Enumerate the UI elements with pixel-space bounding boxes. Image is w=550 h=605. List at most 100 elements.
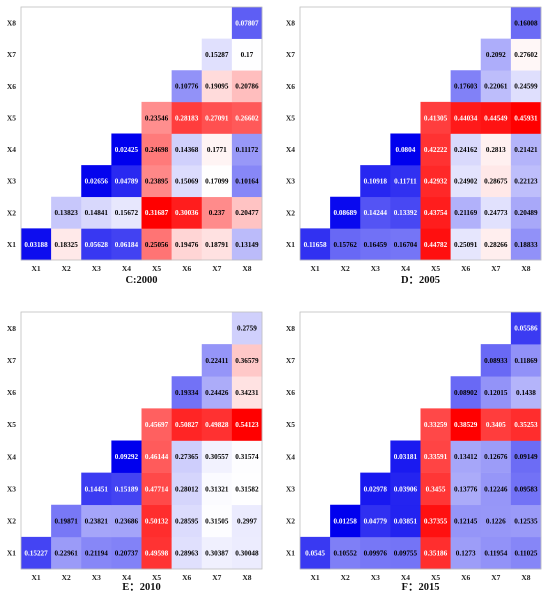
cell-value-label: 0.2813 — [486, 146, 506, 154]
cell-value-label: 0.09149 — [514, 453, 538, 461]
x-tick-label: X2 — [62, 264, 71, 273]
x-tick-label: X2 — [341, 264, 350, 273]
x-tick-label: X5 — [152, 573, 161, 582]
cell-value-label: 0.15227 — [24, 550, 48, 558]
y-tick-label: X1 — [286, 549, 295, 558]
cell-value-label: 0.12676 — [484, 453, 508, 461]
cell-value-label: 0.12535 — [514, 517, 538, 525]
cell-value-label: 0.12015 — [484, 389, 508, 397]
x-tick-label: X8 — [521, 264, 530, 273]
cell-value-label: 0.41305 — [424, 114, 448, 122]
cell-value-label: 0.10164 — [235, 178, 259, 186]
cell-value-label: 0.17099 — [205, 178, 229, 186]
y-tick-label: X3 — [286, 177, 295, 186]
y-tick-label: X6 — [286, 388, 295, 397]
heatmap-panel-e: 0.15227 0.22961 0.21194 0.20737 0.49598 0.289… — [7, 312, 262, 593]
cell-value-label: 0.16008 — [514, 19, 538, 27]
cell-value-label: 0.23686 — [115, 517, 139, 525]
cell-value-label: 0.03188 — [24, 241, 48, 249]
x-tick-label: X3 — [92, 264, 101, 273]
y-tick-label: X2 — [7, 208, 16, 217]
cell-value-label: 0.07807 — [235, 19, 259, 27]
cell-value-label: 0.28675 — [484, 178, 508, 186]
cell-value-label: 0.28012 — [175, 485, 199, 493]
cell-value-label: 0.0804 — [396, 146, 416, 154]
cell-value-label: 0.27602 — [514, 51, 538, 59]
cell-value-label: 0.16704 — [394, 241, 418, 249]
y-tick-label: X8 — [7, 19, 16, 28]
cell-value-label: 0.36579 — [235, 357, 259, 365]
x-tick-label: X1 — [31, 264, 40, 273]
cell-value-label: 0.47714 — [145, 485, 169, 493]
y-tick-label: X2 — [286, 517, 295, 526]
y-tick-label: X8 — [7, 324, 16, 333]
cell-value-label: 0.10552 — [334, 550, 358, 558]
cell-value-label: 0.11954 — [484, 550, 507, 558]
heatmap-panel-d: 0.11658 0.15762 0.16459 0.16704 0.44782 0.250… — [286, 7, 541, 286]
cell-value-label: 0.45697 — [145, 421, 169, 429]
cell-value-label: 0.11869 — [514, 357, 537, 365]
cell-value-label: 0.42222 — [424, 146, 448, 154]
cell-value-label: 0.35253 — [514, 421, 538, 429]
cell-value-label: 0.02978 — [364, 485, 388, 493]
x-tick-label: X5 — [431, 264, 440, 273]
cell-value-label: 0.1771 — [207, 146, 227, 154]
y-tick-label: X1 — [7, 549, 16, 558]
y-tick-label: X2 — [7, 517, 16, 526]
cell-value-label: 0.3455 — [426, 485, 446, 493]
cell-value-label: 0.09976 — [364, 550, 388, 558]
y-tick-label: X7 — [286, 50, 295, 59]
cell-value-label: 0.10918 — [364, 178, 388, 186]
cell-value-label: 0.28266 — [484, 241, 508, 249]
x-tick-label: X7 — [212, 573, 221, 582]
cell-value-label: 0.33591 — [424, 453, 448, 461]
x-tick-label: X8 — [242, 573, 251, 582]
cell-value-label: 0.49598 — [145, 550, 169, 558]
cell-value-label: 0.13823 — [55, 209, 79, 217]
cell-value-label: 0.12246 — [484, 485, 508, 493]
cell-value-label: 0.02425 — [115, 146, 139, 154]
cell-value-label: 0.27091 — [205, 114, 229, 122]
cell-value-label: 0.05628 — [85, 241, 109, 249]
cell-value-label: 0.24773 — [484, 209, 508, 217]
y-tick-label: X6 — [7, 388, 16, 397]
y-tick-label: X6 — [286, 82, 295, 91]
cell-value-label: 0.54123 — [235, 421, 259, 429]
x-tick-label: X6 — [182, 264, 191, 273]
cell-value-label: 0.31687 — [145, 209, 169, 217]
cell-value-label: 0.03851 — [394, 517, 418, 525]
cell-value-label: 0.17 — [241, 51, 254, 59]
cell-value-label: 0.21194 — [85, 550, 108, 558]
y-tick-label: X1 — [7, 240, 16, 249]
panel-title: C:2000 — [125, 275, 157, 286]
cell-value-label: 0.12145 — [454, 517, 478, 525]
cell-value-label: 0.20786 — [235, 83, 259, 91]
cell-value-label: 0.22123 — [514, 178, 538, 186]
cell-value-label: 0.13412 — [454, 453, 478, 461]
cell-value-label: 0.10776 — [175, 83, 199, 91]
y-tick-label: X3 — [286, 484, 295, 493]
cell-value-label: 0.30036 — [175, 209, 199, 217]
cell-value-label: 0.04779 — [364, 517, 388, 525]
cell-value-label: 0.15762 — [334, 241, 358, 249]
cell-value-label: 0.31582 — [235, 485, 259, 493]
cell-value-label: 0.11172 — [236, 146, 259, 154]
cell-value-label: 0.25091 — [454, 241, 478, 249]
y-tick-label: X7 — [7, 50, 16, 59]
x-tick-label: X3 — [371, 264, 380, 273]
cell-value-label: 0.04789 — [115, 178, 139, 186]
cell-value-label: 0.01258 — [334, 517, 358, 525]
cell-value-label: 0.44782 — [424, 241, 448, 249]
cell-value-label: 0.27365 — [175, 453, 199, 461]
cell-value-label: 0.31574 — [235, 453, 259, 461]
cell-value-label: 0.15069 — [175, 178, 199, 186]
y-tick-label: X5 — [286, 420, 295, 429]
x-tick-label: X8 — [521, 573, 530, 582]
cell-value-label: 0.09755 — [394, 550, 418, 558]
y-tick-label: X8 — [286, 324, 295, 333]
y-tick-label: X7 — [286, 356, 295, 365]
cell-value-label: 0.02656 — [85, 178, 109, 186]
x-tick-label: X5 — [431, 573, 440, 582]
y-tick-label: X1 — [286, 240, 295, 249]
